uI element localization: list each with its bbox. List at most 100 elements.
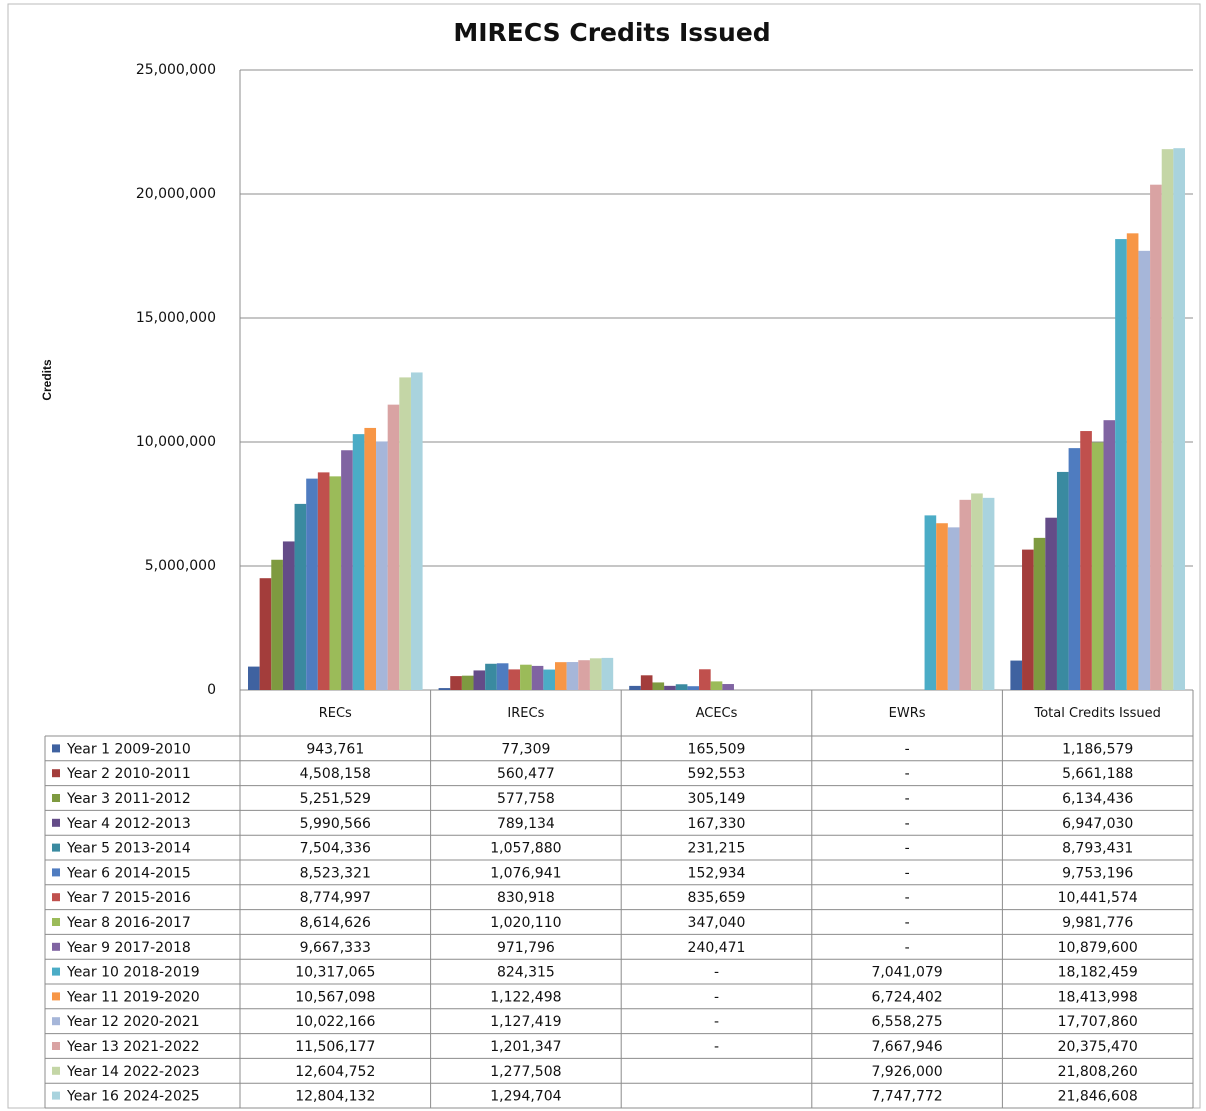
legend-swatch <box>52 918 60 926</box>
table-value: 1,122,498 <box>490 989 561 1005</box>
bar <box>341 450 353 690</box>
table-value: 9,667,333 <box>300 940 371 956</box>
bar <box>722 684 734 690</box>
x-tick-label: ACECs <box>695 705 738 721</box>
table-value: 943,761 <box>306 741 364 757</box>
legend-swatch <box>52 992 60 1001</box>
legend-label: Year 5 2013-2014 <box>66 841 191 857</box>
table-value: 6,947,030 <box>1062 816 1133 832</box>
table-value: - <box>905 791 910 807</box>
bar <box>1045 517 1057 690</box>
bar <box>329 476 342 690</box>
table-value: 8,774,997 <box>300 890 371 906</box>
bar <box>687 686 700 690</box>
table-value: 824,315 <box>497 965 555 981</box>
table-value: 5,990,566 <box>300 816 371 832</box>
bar <box>473 670 486 690</box>
legend-label: Year 4 2012-2013 <box>66 816 191 832</box>
bar <box>508 669 521 690</box>
table-value: 9,981,776 <box>1062 915 1133 931</box>
y-tick-label: 0 <box>207 682 216 698</box>
table-value: 1,057,880 <box>490 841 561 857</box>
table-value: 77,309 <box>501 741 550 757</box>
table-value: 8,523,321 <box>300 865 371 881</box>
legend-swatch <box>52 967 60 976</box>
bar <box>710 681 723 690</box>
table-value: 1,201,347 <box>490 1039 561 1055</box>
legend-label: Year 16 2024-2025 <box>66 1089 200 1105</box>
y-tick-label: 10,000,000 <box>136 434 216 450</box>
table-value: 231,215 <box>688 841 746 857</box>
table-value: 18,413,998 <box>1058 989 1138 1005</box>
table-value: 18,182,459 <box>1058 965 1138 981</box>
legend-swatch <box>52 744 60 753</box>
bar <box>306 478 318 690</box>
bar <box>485 663 497 690</box>
bar <box>652 682 665 690</box>
y-tick-label: 20,000,000 <box>136 186 216 202</box>
bar <box>959 499 972 690</box>
table-value: 240,471 <box>688 940 746 956</box>
bar <box>1010 660 1023 690</box>
bar <box>1068 448 1081 690</box>
legend-swatch <box>52 893 60 902</box>
bar <box>271 559 283 690</box>
y-tick-label: 25,000,000 <box>136 62 216 78</box>
table-value: 789,134 <box>497 816 555 832</box>
bar <box>294 503 307 690</box>
table-value: 7,926,000 <box>871 1064 942 1080</box>
table-value: 10,879,600 <box>1058 940 1138 956</box>
table-value: 971,796 <box>497 940 555 956</box>
bar <box>1115 239 1127 690</box>
bar <box>1033 537 1046 690</box>
table-value: 12,604,752 <box>295 1064 375 1080</box>
legend-swatch <box>52 1017 60 1026</box>
table-value: 1,186,579 <box>1062 741 1133 757</box>
bar <box>1056 471 1069 690</box>
bar <box>566 662 579 690</box>
table-value: 17,707,860 <box>1058 1014 1138 1030</box>
bar <box>640 675 653 690</box>
table-value: 167,330 <box>688 816 746 832</box>
legend-label: Year 7 2015-2016 <box>66 890 191 906</box>
bar <box>601 657 614 690</box>
legend-swatch <box>52 843 60 852</box>
table-value: - <box>714 1014 719 1030</box>
table-value: 5,251,529 <box>300 791 371 807</box>
bar <box>982 497 995 690</box>
legend-swatch <box>52 1042 60 1050</box>
table-value: 1,127,419 <box>490 1014 561 1030</box>
bar <box>1080 431 1092 690</box>
table-value: 152,934 <box>688 865 746 881</box>
table-value: 6,558,275 <box>871 1014 942 1030</box>
y-tick-label: 5,000,000 <box>145 558 216 574</box>
table-value: - <box>714 1039 719 1055</box>
table-value: 10,317,065 <box>295 965 375 981</box>
bar <box>317 472 330 690</box>
bar <box>352 434 365 690</box>
legend-swatch <box>52 942 60 951</box>
y-axis-title: Credits <box>40 359 54 401</box>
bar <box>282 541 295 690</box>
legend-swatch <box>52 1091 60 1100</box>
table-value: 4,508,158 <box>300 766 371 782</box>
table-value: 12,804,132 <box>295 1089 375 1105</box>
bar <box>936 523 948 690</box>
bar <box>578 660 590 690</box>
legend-label: Year 3 2011-2012 <box>66 791 191 807</box>
table-value: - <box>905 915 910 931</box>
table-value: 347,040 <box>688 915 746 931</box>
table-value: 305,149 <box>688 791 746 807</box>
legend-swatch <box>52 818 60 827</box>
bar <box>1103 420 1116 690</box>
bar <box>410 372 423 690</box>
bar <box>364 427 377 690</box>
legend-label: Year 2 2010-2011 <box>66 766 191 782</box>
table-value: 11,506,177 <box>295 1039 375 1055</box>
legend-swatch <box>52 868 60 877</box>
table-value: 577,758 <box>497 791 555 807</box>
table-value: 8,793,431 <box>1062 841 1133 857</box>
table-value: 560,477 <box>497 766 555 782</box>
bar <box>555 662 567 690</box>
